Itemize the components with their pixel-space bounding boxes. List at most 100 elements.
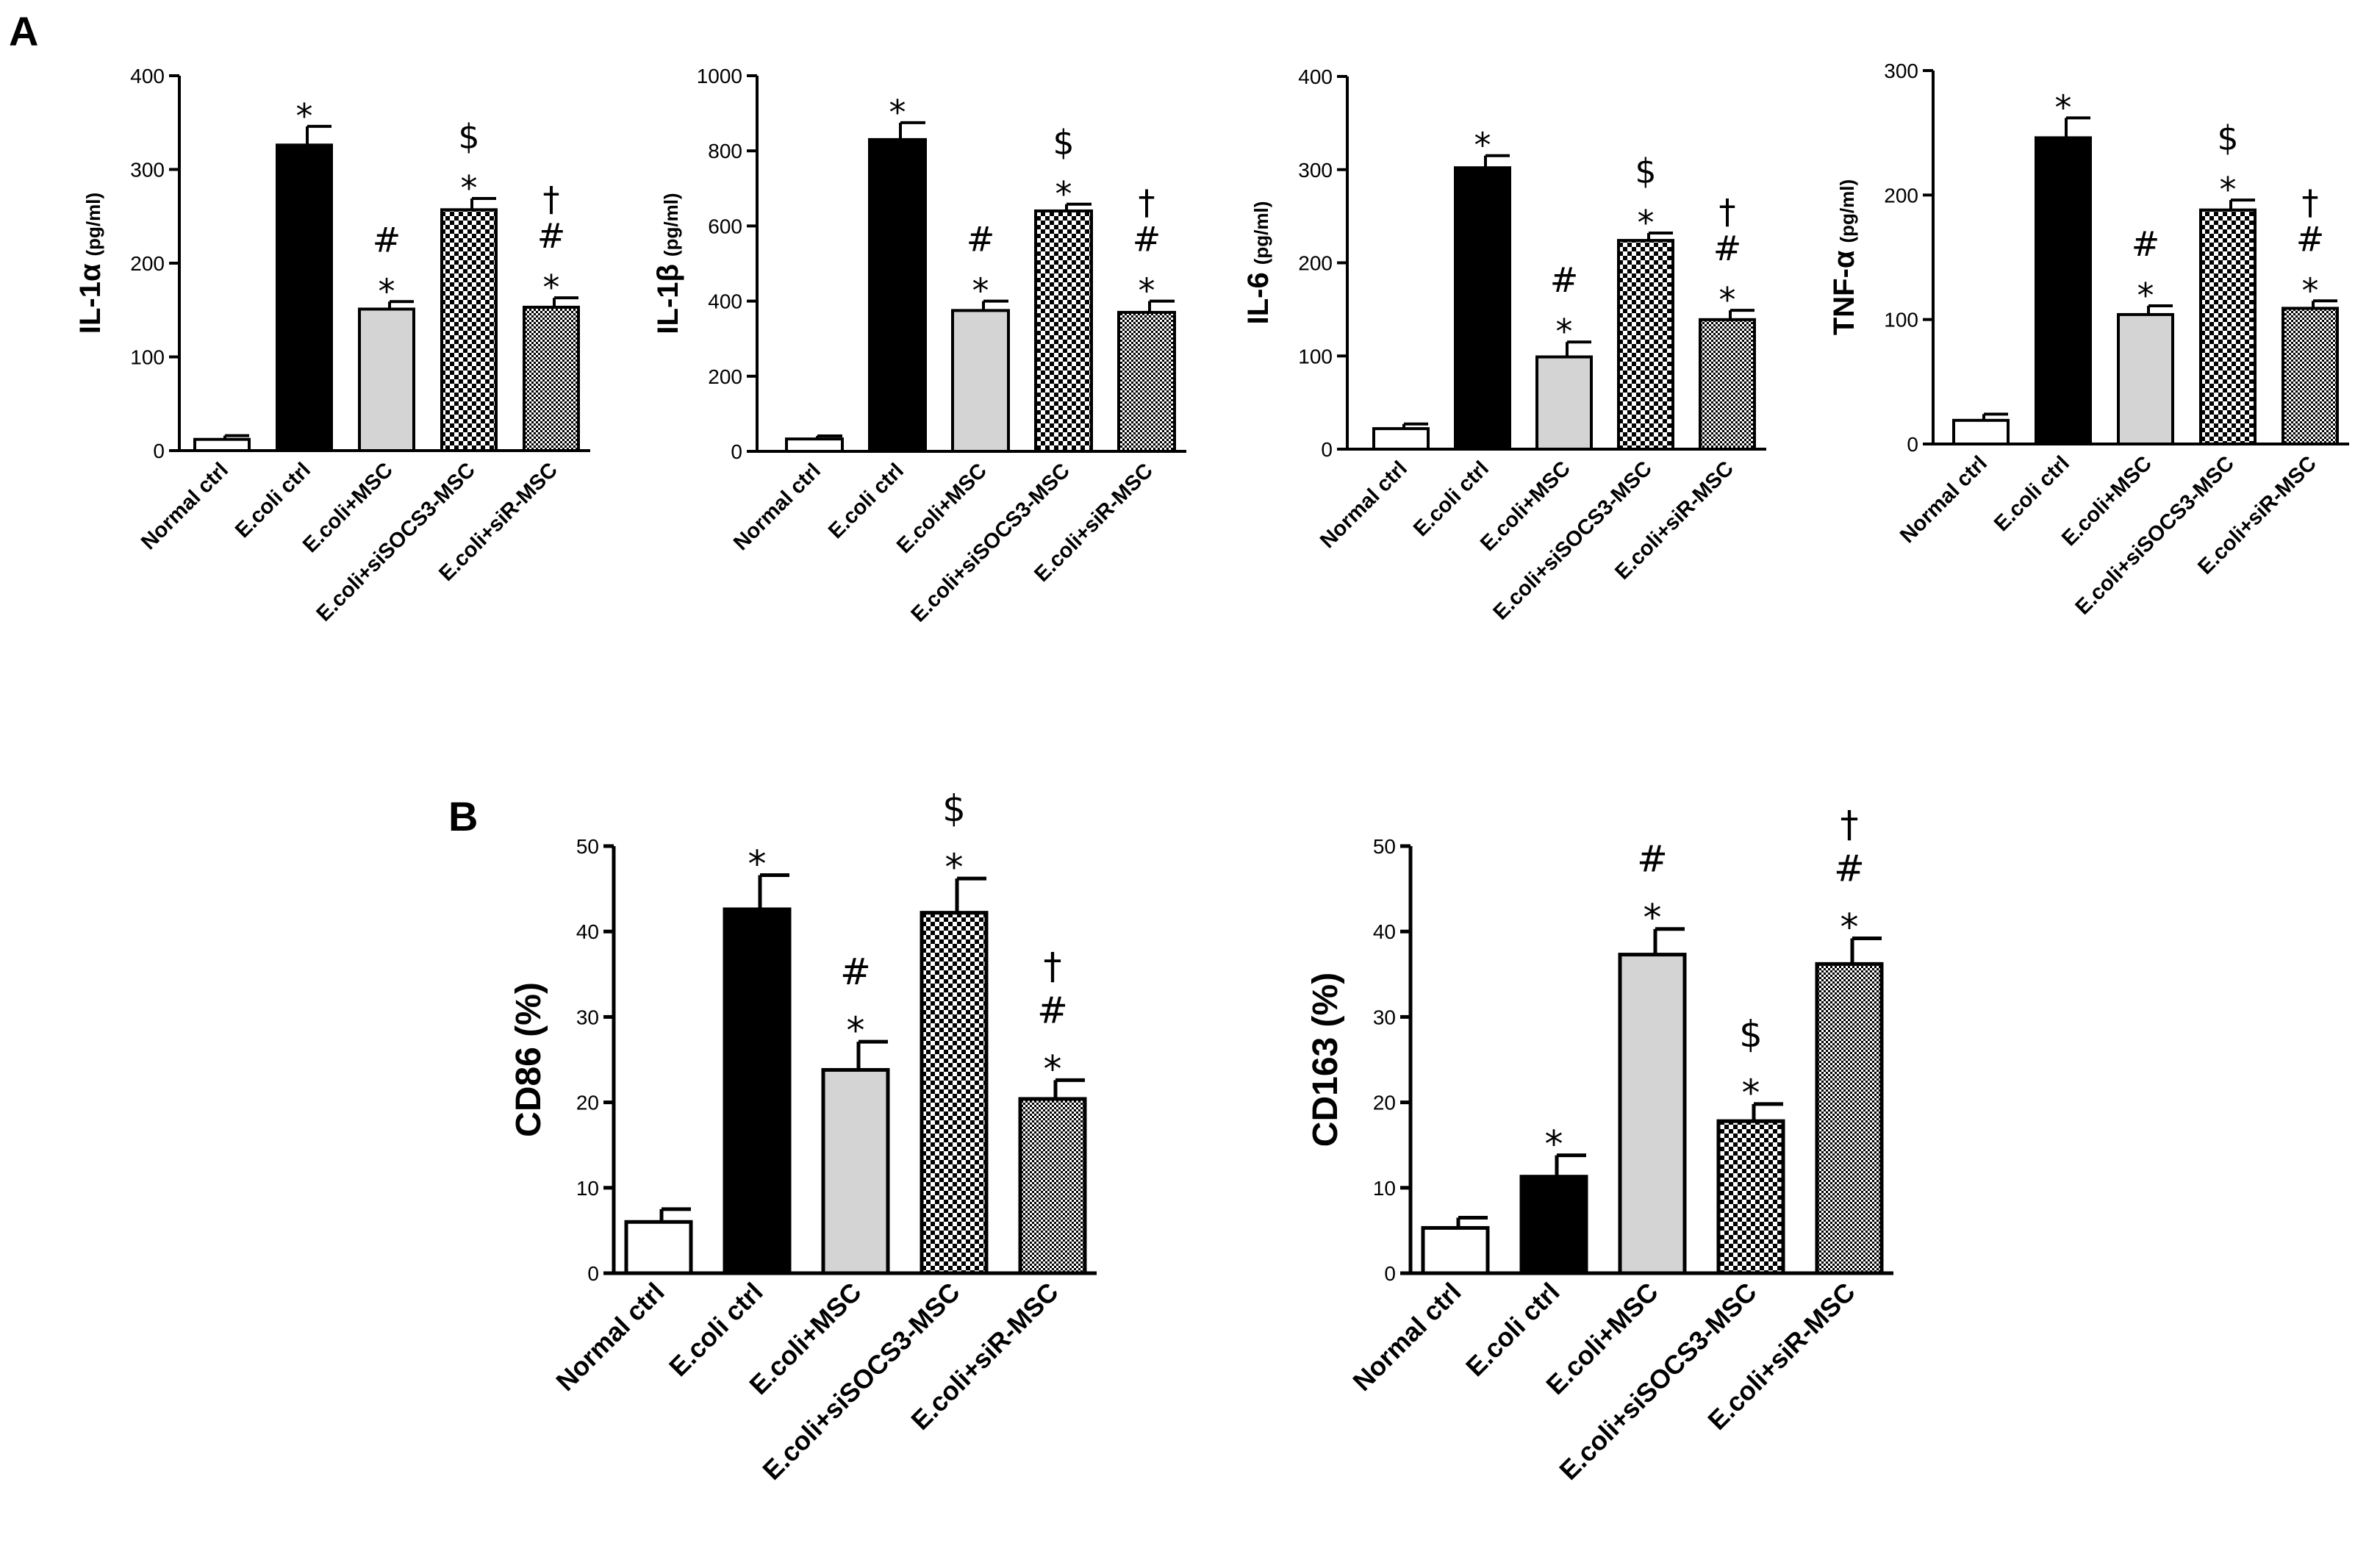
panel-b-label: B [448,793,478,839]
significance-marker: * [1055,174,1072,214]
chart-4: 0 10 20 30 40 50 CD86 (%) Normal ctrl * E.coli ct… [509,787,1097,1486]
significance-marker: * [461,168,478,208]
y-tick-label: 50 [576,835,599,858]
y-axis-label: CD163 (%) [1306,973,1345,1147]
significance-marker: † [543,179,560,219]
category-label: E.coli+siSOCS3-MSC [1489,456,1657,624]
significance-marker: * [1545,1123,1563,1166]
significance-marker: # [1834,847,1865,889]
bar [2199,208,2257,445]
panel-a-label: A [9,8,38,54]
bar [1618,953,1687,1275]
y-tick-label: 800 [708,140,742,162]
y-tick-label: 0 [731,440,742,463]
y-tick-label: 20 [1373,1092,1396,1114]
significance-marker: * [945,846,964,889]
bar [951,309,1010,453]
significance-marker: * [1742,1072,1760,1114]
bar [624,1220,693,1275]
bar [1699,318,1756,451]
category-label: Normal ctrl [1316,456,1412,553]
significance-marker: $ [1739,1013,1763,1056]
significance-marker: # [1037,989,1068,1031]
category-label: E.coli+siSOCS3-MSC [907,459,1075,626]
significance-marker: * [1644,897,1662,939]
significance-marker: * [296,96,313,136]
chart-0: 0 100 200 300 400 IL-1α(pg/ml) Normal ctrl * E.c… [74,65,590,626]
significance-marker: * [1556,312,1573,351]
significance-marker: # [373,220,401,259]
significance-marker: † [1044,945,1062,987]
significance-marker: # [2132,224,2160,264]
bar [1815,962,1884,1275]
bar [1421,1225,1490,1275]
bar [868,137,927,453]
bar [821,1067,890,1275]
y-tick-label: 30 [1373,1006,1396,1028]
y-tick-label: 300 [130,159,165,182]
significance-marker: * [1840,906,1859,948]
bar [2035,136,2092,445]
significance-marker: * [1139,271,1155,311]
significance-marker: † [1719,192,1736,232]
category-label: Normal ctrl [1896,451,1992,548]
category-label: E.coli+siSOCS3-MSC [2071,451,2239,619]
category-label: E.coli ctrl [1409,456,1494,541]
y-tick-label: 300 [1298,159,1333,182]
chart-2: 0 100 200 300 400 IL-6(pg/ml) Normal ctrl * E.co… [1242,65,1766,625]
y-tick-label: 0 [587,1262,599,1285]
significance-marker: # [2296,219,2325,259]
bar [2282,307,2339,445]
y-tick-label: 400 [708,290,742,313]
significance-marker: * [972,271,989,311]
y-tick-label: 200 [130,252,165,275]
bar [193,437,251,453]
significance-marker: $ [2217,118,2238,158]
significance-marker: † [1840,803,1859,845]
category-label: E.coli ctrl [231,458,315,543]
y-tick-label: 40 [576,920,599,943]
y-tick-label: 100 [1884,309,1918,332]
category-label: Normal ctrl [550,1277,670,1397]
bar [723,907,792,1275]
significance-marker: * [2055,87,2072,127]
bar [440,208,498,452]
significance-marker: $ [458,117,479,157]
bar [1519,1175,1588,1275]
chart-5: 0 10 20 30 40 50 CD163 (%) Normal ctrl * E.coli c… [1306,803,1893,1486]
y-tick-label: 20 [576,1092,599,1114]
significance-marker: # [1637,838,1668,881]
significance-marker: # [1133,220,1161,259]
bar [920,911,989,1275]
y-tick-label: 10 [1373,1177,1396,1200]
significance-marker: * [379,271,395,311]
y-axis-label: IL-6(pg/ml) [1242,201,1275,325]
bar [1535,355,1593,451]
y-tick-label: 600 [708,215,742,237]
significance-marker: * [1044,1048,1062,1090]
significance-marker: † [2302,182,2319,222]
significance-marker: # [967,220,995,259]
y-tick-label: 300 [1884,60,1918,82]
significance-marker: # [1550,260,1579,300]
significance-marker: * [889,93,906,132]
y-tick-label: 100 [130,346,165,369]
y-axis-label: IL-1α(pg/ml) [74,193,107,334]
bar [1716,1119,1785,1275]
bar [785,437,844,454]
category-label: E.coli ctrl [1990,451,2074,536]
category-label: Normal ctrl [137,458,233,554]
category-label: E.coli ctrl [1460,1277,1566,1383]
significance-marker: # [1713,229,1742,268]
category-label: E.coli ctrl [824,459,908,543]
y-tick-label: 0 [1907,433,1918,456]
significance-marker: # [840,950,871,993]
y-tick-label: 50 [1373,835,1396,858]
y-tick-label: 400 [130,65,165,87]
significance-marker: * [2220,170,2237,210]
bar [1034,209,1093,453]
y-axis-label: TNF-α(pg/ml) [1828,179,1860,335]
significance-marker: † [1139,183,1155,223]
